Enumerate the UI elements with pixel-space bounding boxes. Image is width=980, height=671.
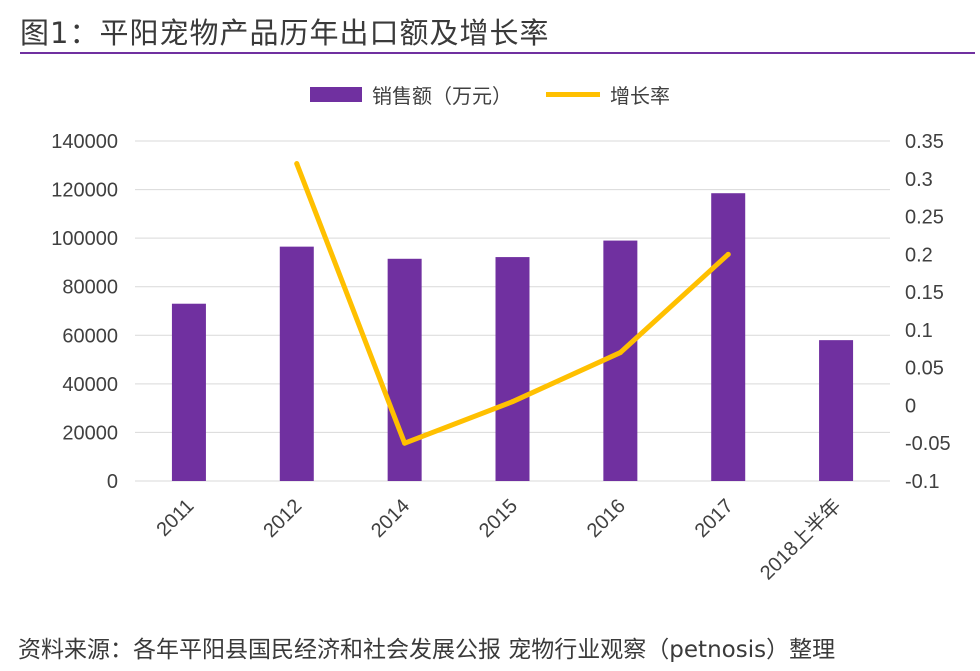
legend-growth-label: 增长率 <box>610 84 670 108</box>
y-right-tick-label: 0.35 <box>905 131 944 153</box>
x-tick-label: 2015 <box>475 495 522 542</box>
growth-point <box>510 399 515 405</box>
y-left-tick-label: 60000 <box>62 325 118 347</box>
bar <box>387 258 422 481</box>
x-tick-label: 2018上半年 <box>755 494 845 584</box>
x-tick-label: 2014 <box>367 495 414 542</box>
y-right-tick-label: 0.05 <box>905 358 944 380</box>
legend-sales-label: 销售额（万元） <box>372 84 512 108</box>
chart-title: 图1：平阳宠物产品历年出口额及增长率 <box>20 16 550 50</box>
x-tick-label: 2012 <box>259 495 306 542</box>
y-left-tick-label: 80000 <box>62 277 118 299</box>
growth-point <box>294 161 300 167</box>
y-right-tick-label: -0.1 <box>905 471 939 493</box>
legend-item-sales: 销售额（万元） <box>310 80 512 109</box>
y-right-tick-label: 0.25 <box>905 207 944 229</box>
y-right-tick-label: 0.1 <box>905 320 933 342</box>
y-left-tick-label: 40000 <box>62 374 118 396</box>
growth-point <box>402 440 408 446</box>
bar <box>603 240 638 481</box>
y-right-tick-label: 0.2 <box>905 244 933 266</box>
growth-point <box>725 251 731 257</box>
x-tick-label: 2011 <box>152 495 198 541</box>
legend: 销售额（万元） 增长率 <box>0 80 980 109</box>
growth-point <box>617 350 623 356</box>
bar <box>279 246 314 481</box>
y-right-tick-label: -0.05 <box>905 433 951 455</box>
y-left-tick-label: 0 <box>107 471 118 493</box>
y-right-tick-label: 0 <box>905 395 916 417</box>
y-left-tick-label: 140000 <box>51 131 118 153</box>
source-note: 资料来源：各年平阳县国民经济和社会发展公报 宠物行业观察（petnosis）整理 <box>18 637 836 663</box>
y-left-tick-label: 100000 <box>51 228 118 250</box>
x-tick-label: 2016 <box>583 495 630 542</box>
bar <box>819 340 854 481</box>
x-tick-label: 2017 <box>691 495 738 542</box>
y-right-tick-label: 0.15 <box>905 282 944 304</box>
bar <box>495 257 530 481</box>
title-divider <box>20 52 975 54</box>
y-left-tick-label: 120000 <box>51 180 118 202</box>
y-right-tick-label: 0.3 <box>905 169 933 191</box>
legend-bar-swatch <box>310 87 362 102</box>
legend-line-swatch <box>546 92 600 97</box>
legend-item-growth: 增长率 <box>546 80 670 109</box>
bar <box>171 303 206 481</box>
bar <box>711 193 746 481</box>
y-left-tick-label: 20000 <box>62 422 118 444</box>
